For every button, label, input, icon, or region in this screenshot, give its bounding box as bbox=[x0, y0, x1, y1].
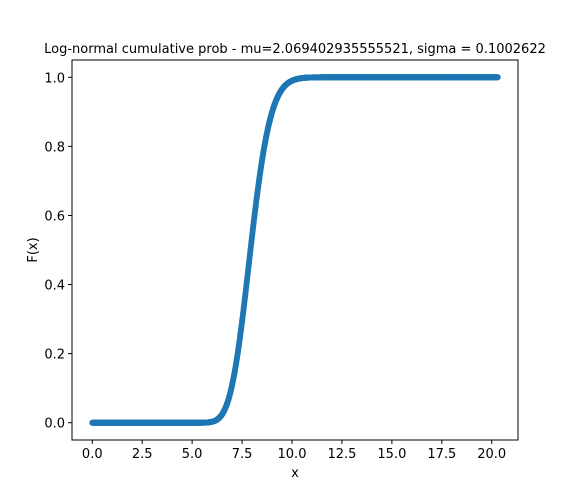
x-tick-label: 5.0 bbox=[182, 447, 203, 462]
y-tick-label: 1.0 bbox=[44, 71, 65, 86]
x-tick-label: 0.0 bbox=[82, 447, 103, 462]
x-axis-label: x bbox=[291, 466, 299, 481]
y-tick-label: 0.6 bbox=[44, 209, 65, 224]
chart-title: Log-normal cumulative prob - mu=2.069402… bbox=[44, 42, 546, 57]
y-axis: 0.0 0.2 0.4 0.6 0.8 1.0 bbox=[44, 71, 72, 432]
x-axis: 0.0 2.5 5.0 7.5 10.0 12.5 15.0 17.5 20.0 bbox=[82, 440, 506, 462]
data-points bbox=[89, 74, 501, 426]
x-tick-label: 17.5 bbox=[427, 447, 456, 462]
y-tick-label: 0.8 bbox=[44, 140, 65, 155]
plot-frame bbox=[71, 59, 519, 441]
x-tick-label: 2.5 bbox=[132, 447, 153, 462]
data-point bbox=[494, 74, 501, 81]
x-tick-label: 12.5 bbox=[327, 447, 356, 462]
y-tick-label: 0.4 bbox=[44, 279, 65, 294]
y-tick-label: 0.2 bbox=[44, 348, 65, 363]
x-tick-label: 10.0 bbox=[278, 447, 307, 462]
x-tick-label: 15.0 bbox=[377, 447, 406, 462]
y-axis-label: F(x) bbox=[26, 237, 41, 262]
y-tick-label: 0.0 bbox=[44, 417, 65, 432]
x-tick-label: 20.0 bbox=[477, 447, 506, 462]
x-tick-label: 7.5 bbox=[232, 447, 253, 462]
